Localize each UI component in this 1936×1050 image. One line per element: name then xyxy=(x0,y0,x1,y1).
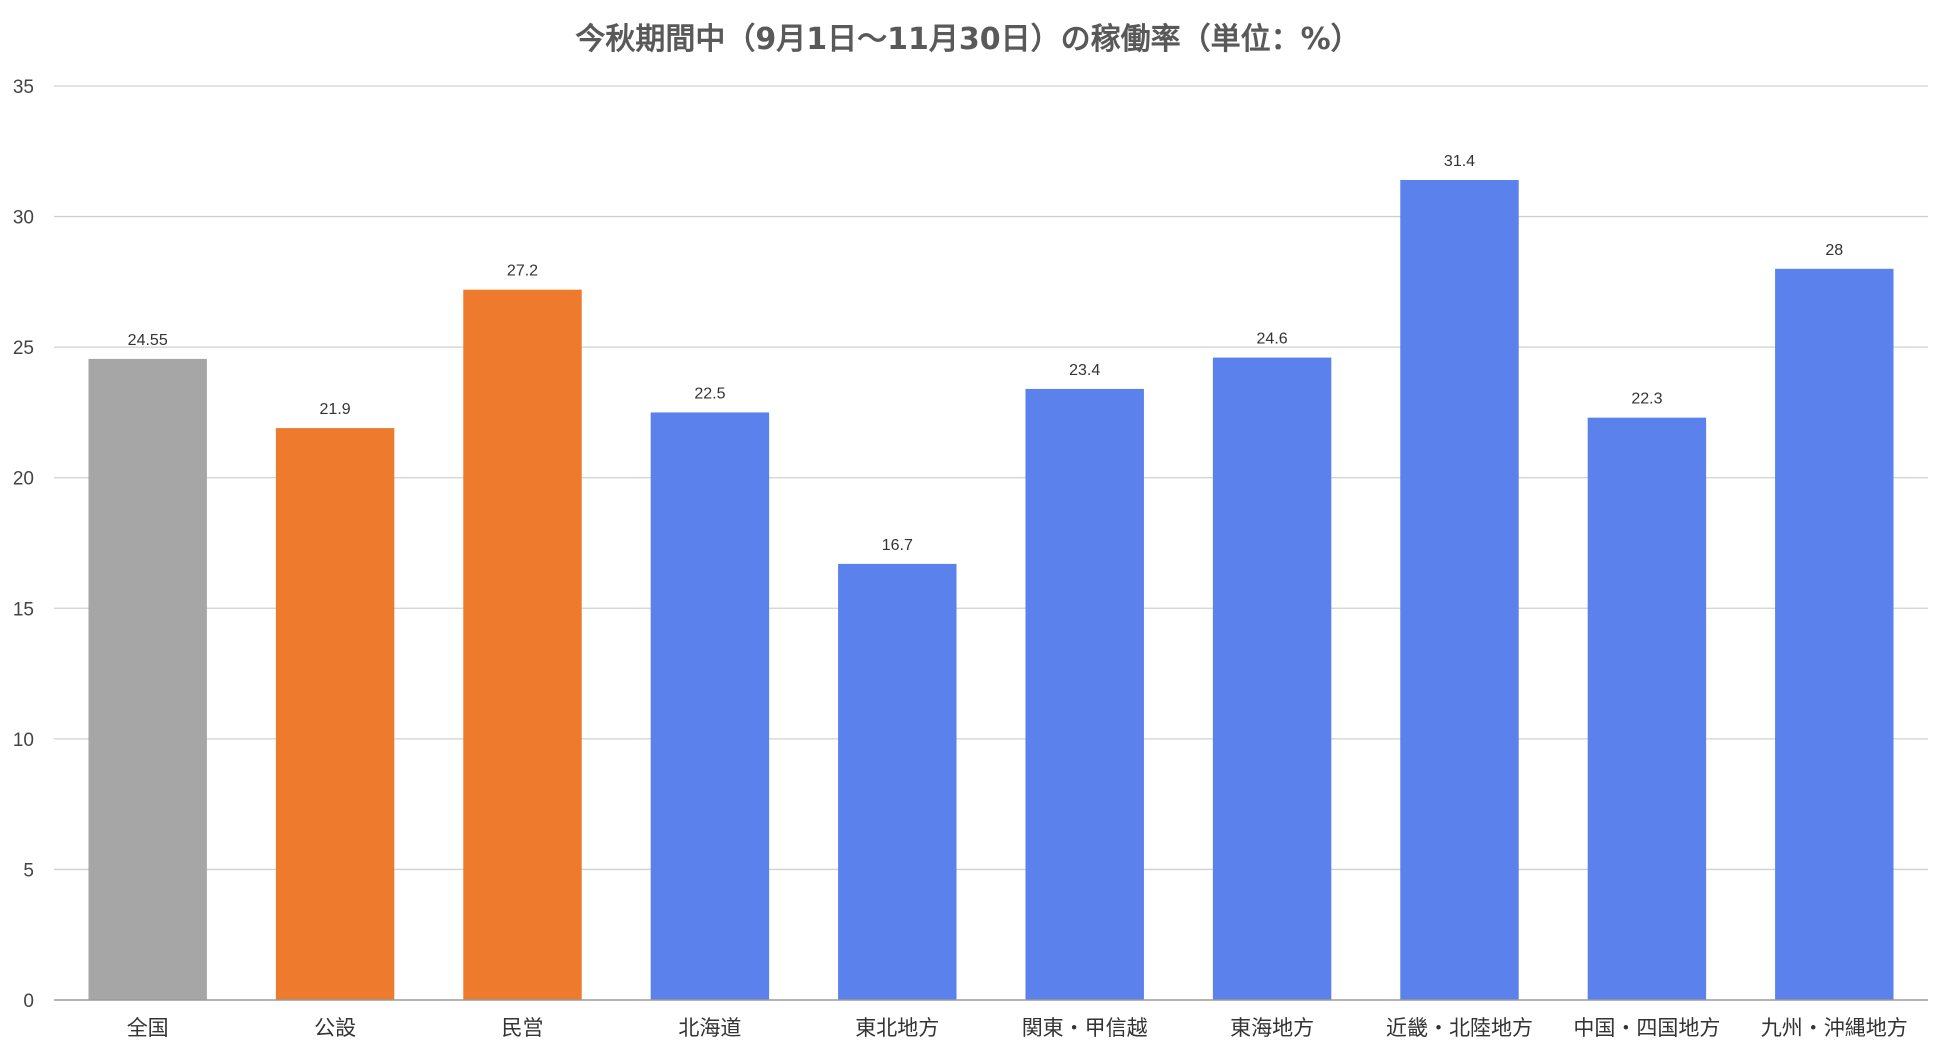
bars xyxy=(88,180,1894,1001)
bar xyxy=(650,412,770,1000)
data-label: 31.4 xyxy=(1444,153,1475,170)
data-label: 27.2 xyxy=(507,263,538,280)
y-tick-label: 25 xyxy=(13,338,34,359)
bar xyxy=(275,428,395,1000)
y-tick-label: 20 xyxy=(13,469,34,490)
data-labels: 24.55 21.9 27.2 22.5 16.7 23.4 24.6 31.4 22.3 28 xyxy=(128,153,1844,554)
x-tick-label: 関東・甲信越 xyxy=(1022,1016,1148,1040)
data-label: 22.5 xyxy=(694,385,725,402)
x-tick-label: 近畿・北陸地方 xyxy=(1386,1016,1533,1040)
bar xyxy=(1025,388,1144,1000)
y-tick-label: 15 xyxy=(13,599,34,620)
data-label: 16.7 xyxy=(882,537,913,554)
x-tick-label: 東海地方 xyxy=(1230,1016,1314,1040)
data-label: 24.6 xyxy=(1257,331,1288,348)
y-tick-label: 5 xyxy=(23,860,34,881)
data-label: 22.3 xyxy=(1631,391,1662,408)
x-tick-label: 東北地方 xyxy=(855,1016,939,1040)
x-tick-label: 中国・四国地方 xyxy=(1573,1016,1720,1040)
chart-title: 今秋期間中（9月1日〜11月30日）の稼働率（単位：%） xyxy=(575,22,1361,57)
bar xyxy=(88,358,207,1000)
data-label: 21.9 xyxy=(320,401,351,418)
x-tick-label: 公設 xyxy=(314,1016,356,1040)
x-tick-label: 全国 xyxy=(127,1016,169,1040)
y-tick-label: 0 xyxy=(23,991,34,1012)
data-label: 28 xyxy=(1825,242,1843,259)
bar xyxy=(1400,180,1519,1001)
bar xyxy=(1212,357,1332,1000)
bar xyxy=(1775,268,1894,1000)
data-label: 23.4 xyxy=(1069,362,1100,379)
bar xyxy=(1587,417,1707,1000)
bar xyxy=(838,563,957,1000)
y-tick-label: 30 xyxy=(13,208,34,229)
x-tick-label: 民営 xyxy=(502,1016,544,1040)
y-tick-label: 10 xyxy=(13,730,34,751)
x-axis: 全国 公設 民営 北海道 東北地方 関東・甲信越 東海地方 近畿・北陸地方 中国・四国地方 九州・… xyxy=(54,999,1928,1040)
x-tick-label: 九州・沖縄地方 xyxy=(1761,1016,1908,1040)
y-tick-label: 35 xyxy=(13,77,34,98)
bar xyxy=(463,289,582,1001)
data-label: 24.55 xyxy=(128,332,168,349)
x-tick-label: 北海道 xyxy=(678,1016,741,1040)
